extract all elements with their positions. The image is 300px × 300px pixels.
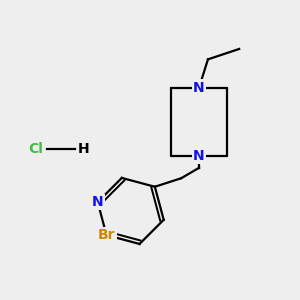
Text: H: H [77, 142, 89, 155]
Text: Cl: Cl [28, 142, 43, 155]
Text: N: N [92, 195, 103, 209]
Text: N: N [193, 81, 205, 94]
Text: Br: Br [98, 228, 115, 242]
Text: N: N [193, 149, 205, 163]
